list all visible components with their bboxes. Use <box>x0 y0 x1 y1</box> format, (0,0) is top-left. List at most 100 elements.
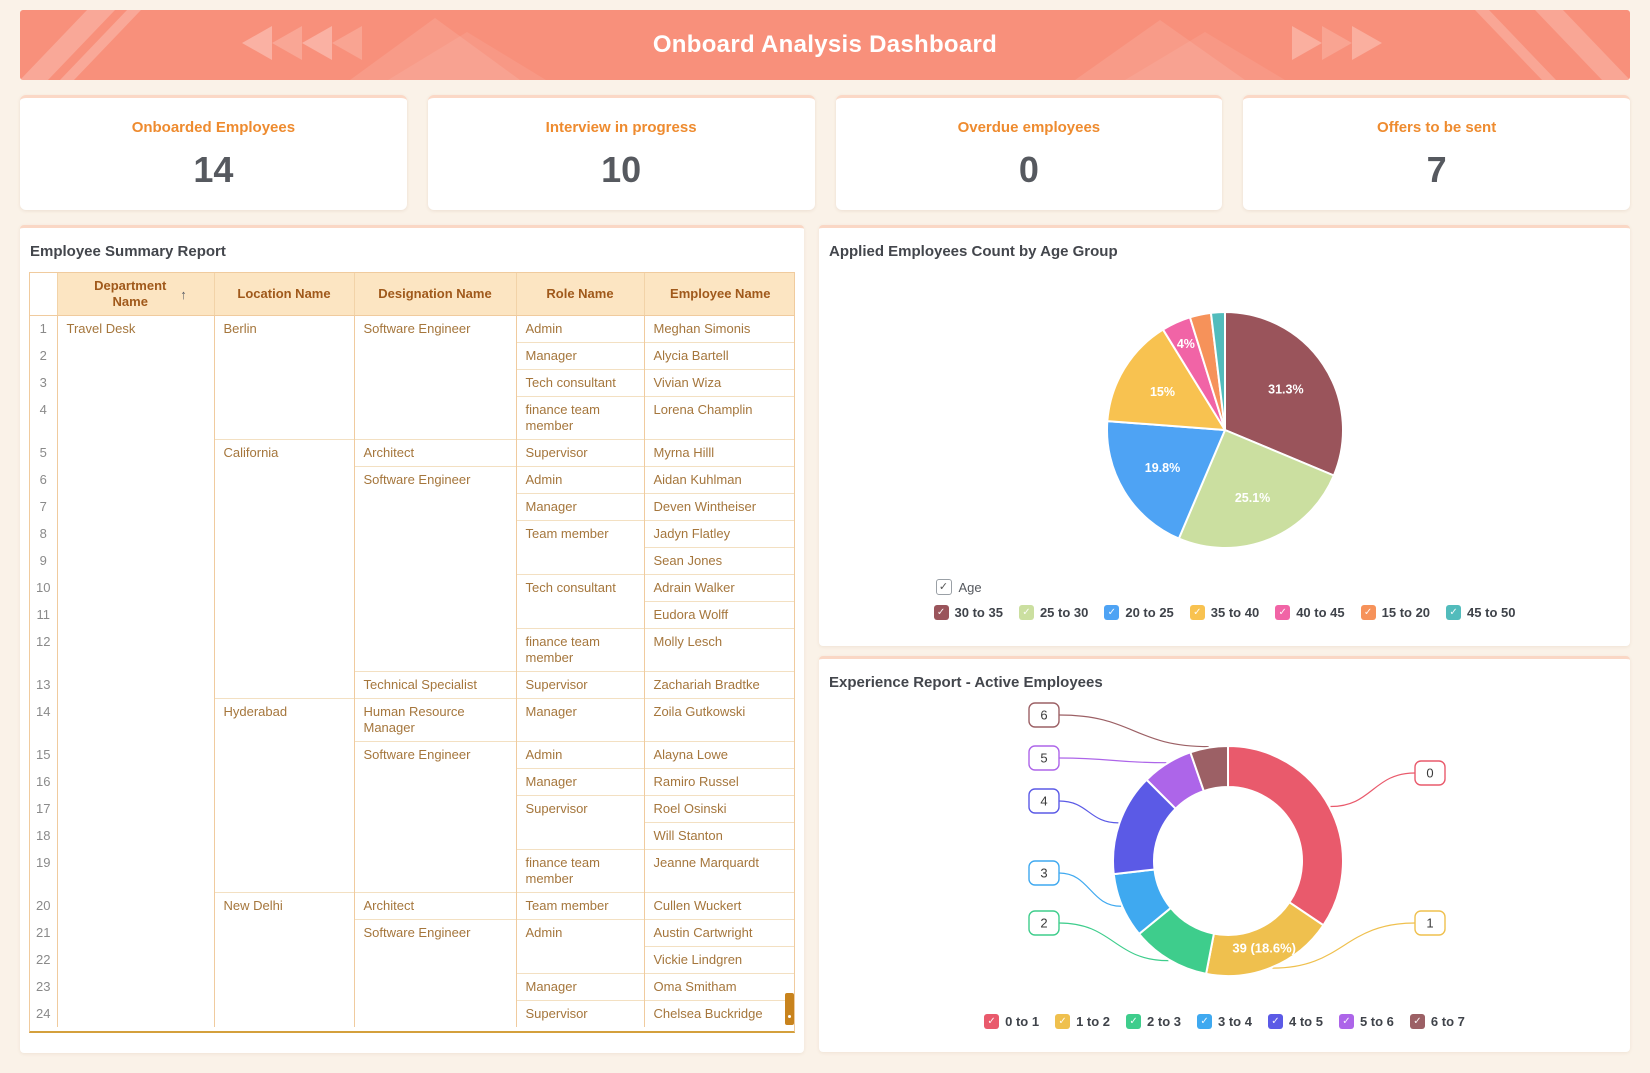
experience-legend-item-4-to-5[interactable]: ✓ 4 to 5 <box>1267 1014 1323 1029</box>
kpi-card-offers-to-be-sent[interactable]: Offers to be sent 7 <box>1243 95 1630 210</box>
table-row: 7 Manager Deven Wintheiser <box>30 493 794 521</box>
kpi-card-interview-in-progress[interactable]: Interview in progress 10 <box>427 95 815 210</box>
age-legend-item-25-to-30[interactable]: ✓ 25 to 30 <box>1018 605 1088 620</box>
checkbox-checked-icon: ✓ <box>1055 1014 1071 1029</box>
cell-role[interactable]: Manager <box>515 698 644 742</box>
table-row: 6 Software Engineer Admin Aidan Kuhlman <box>30 466 794 672</box>
cell-emp[interactable]: Meghan Simonis <box>643 315 794 343</box>
age-legend-item-35-to-40[interactable]: ✓ 35 to 40 <box>1189 605 1259 620</box>
cell-emp[interactable]: Chelsea Buckridge <box>643 1000 794 1027</box>
cell-emp[interactable]: Aidan Kuhlman <box>643 466 794 494</box>
cell-emp[interactable]: Cullen Wuckert <box>643 892 794 920</box>
column-header-department-name[interactable]: Department Name ↑ <box>56 273 214 316</box>
donut-slice-1-to-2[interactable] <box>1205 901 1325 977</box>
cell-dept[interactable]: Travel Desk <box>56 315 214 1027</box>
table-row: 13 Technical Specialist Supervisor Zacharia… <box>30 671 794 699</box>
cell-desig[interactable]: Human Resource Manager <box>353 698 516 742</box>
pie-slice-45-to-50[interactable] <box>1209 311 1226 431</box>
experience-legend-item-3-to-4[interactable]: ✓ 3 to 4 <box>1197 1014 1252 1029</box>
cell-role[interactable]: Tech consultant <box>515 574 644 629</box>
kpi-value: 10 <box>601 149 642 190</box>
cell-loc[interactable]: New Delhi <box>213 892 354 1027</box>
experience-legend-item-0-to-1[interactable]: ✓ 0 to 1 <box>984 1014 1039 1029</box>
cell-desig[interactable]: Architect <box>353 892 516 920</box>
cell-role[interactable]: Manager <box>515 973 644 1001</box>
cell-emp[interactable]: Adrain Walker <box>643 574 794 602</box>
cell-role[interactable]: finance team member <box>515 628 644 672</box>
cell-role[interactable]: finance team member <box>515 396 644 440</box>
cell-desig[interactable]: Software Engineer <box>353 315 516 440</box>
cell-desig[interactable]: Software Engineer <box>353 466 516 672</box>
cell-desig[interactable]: Architect <box>353 439 516 467</box>
cell-desig[interactable]: Software Engineer <box>353 741 516 893</box>
table-row: 15 Software Engineer Admin Alayna Lowe <box>30 741 794 893</box>
cell-emp[interactable]: Ramiro Russel <box>643 768 794 796</box>
cell-role[interactable]: Supervisor <box>515 671 644 699</box>
age-legend-item-40-to-45[interactable]: ✓ 40 to 45 <box>1275 605 1345 620</box>
age-legend-item-45-to-50[interactable]: ✓ 45 to 50 <box>1446 605 1515 620</box>
cell-role[interactable]: Team member <box>515 892 644 920</box>
donut-slice-0-to-1[interactable] <box>1227 745 1344 927</box>
cell-emp[interactable]: Jeanne Marquardt <box>643 849 794 893</box>
kpi-card-overdue-employees[interactable]: Overdue employees 0 <box>835 95 1223 210</box>
callout-label: 0 <box>1426 766 1433 781</box>
cell-emp[interactable]: Zachariah Bradtke <box>643 671 794 699</box>
experience-legend-item-1-to-2[interactable]: ✓ 1 to 2 <box>1055 1014 1110 1029</box>
cell-role[interactable]: Admin <box>515 741 644 769</box>
experience-legend-item-5-to-6[interactable]: ✓ 5 to 6 <box>1338 1014 1394 1029</box>
cell-emp[interactable]: Alayna Lowe <box>643 741 794 769</box>
cell-emp[interactable]: Zoila Gutkowski <box>643 698 794 742</box>
age-legend-group-checkbox[interactable]: ✓ Age <box>935 579 1516 595</box>
cell-role[interactable]: Admin <box>515 919 644 974</box>
cell-emp[interactable]: Roel Osinski <box>643 795 794 823</box>
cell-role[interactable]: Admin <box>515 466 644 494</box>
cell-role[interactable]: Manager <box>515 493 644 521</box>
cell-emp[interactable]: Austin Cartwright <box>643 919 794 947</box>
column-header-role-name[interactable]: Role Name <box>515 273 644 316</box>
cell-role[interactable]: finance team member <box>515 849 644 893</box>
pie-slice-30-to-35[interactable] <box>1224 311 1344 477</box>
table-row: 11 Eudora Wolff <box>30 601 794 629</box>
cell-role[interactable]: Manager <box>515 768 644 796</box>
cell-emp[interactable]: Molly Lesch <box>643 628 794 672</box>
pie-slice-20-to-25[interactable] <box>1106 420 1226 540</box>
cell-desig[interactable]: Technical Specialist <box>353 671 516 699</box>
experience-legend-item-2-to-3[interactable]: ✓ 2 to 3 <box>1126 1014 1181 1029</box>
age-legend-item-30-to-35[interactable]: ✓ 30 to 35 <box>933 605 1003 620</box>
cell-desig[interactable]: Software Engineer <box>353 919 516 1027</box>
cell-role[interactable]: Manager <box>515 342 644 370</box>
pie-slice-35-to-40[interactable] <box>1106 328 1226 431</box>
cell-emp[interactable]: Sean Jones <box>643 547 794 575</box>
cell-emp[interactable]: Jadyn Flatley <box>643 520 794 548</box>
cell-emp[interactable]: Vickie Lindgren <box>643 946 794 974</box>
age-legend-item-20-to-25[interactable]: ✓ 20 to 25 <box>1104 605 1174 620</box>
cell-emp[interactable]: Myrna Hilll <box>643 439 794 467</box>
table-vertical-scrollbar-thumb[interactable] <box>785 993 794 1025</box>
column-header-location-name[interactable]: Location Name <box>213 273 354 316</box>
donut-slice-6-to-7[interactable] <box>1189 745 1229 793</box>
cell-role[interactable]: Tech consultant <box>515 369 644 397</box>
cell-role[interactable]: Supervisor <box>515 795 644 850</box>
column-header-designation-name[interactable]: Designation Name <box>353 273 516 316</box>
legend-label: 40 to 45 <box>1296 605 1345 620</box>
cell-role[interactable]: Supervisor <box>515 439 644 467</box>
experience-legend-item-6-to-7[interactable]: ✓ 6 to 7 <box>1409 1014 1465 1029</box>
cell-loc[interactable]: California <box>213 439 354 699</box>
cell-emp[interactable]: Lorena Champlin <box>643 396 794 440</box>
pie-slice-25-to-30[interactable] <box>1177 429 1335 549</box>
cell-loc[interactable]: Berlin <box>213 315 354 440</box>
column-header-employee-name[interactable]: Employee Name <box>643 273 794 316</box>
cell-role[interactable]: Admin <box>515 315 644 343</box>
cell-loc[interactable]: Hyderabad <box>213 698 354 893</box>
kpi-card-onboarded-employees[interactable]: Onboarded Employees 14 <box>20 95 407 210</box>
cell-emp[interactable]: Alycia Bartell <box>643 342 794 370</box>
cell-emp[interactable]: Deven Wintheiser <box>643 493 794 521</box>
cell-emp[interactable]: Oma Smitham <box>643 973 794 1001</box>
legend-label: 5 to 6 <box>1359 1014 1394 1029</box>
cell-role[interactable]: Supervisor <box>515 1000 644 1027</box>
cell-emp[interactable]: Vivian Wiza <box>643 369 794 397</box>
age-legend-item-15-to-20[interactable]: ✓ 15 to 20 <box>1360 605 1430 620</box>
cell-emp[interactable]: Eudora Wolff <box>643 601 794 629</box>
cell-emp[interactable]: Will Stanton <box>643 822 794 850</box>
cell-role[interactable]: Team member <box>515 520 644 575</box>
